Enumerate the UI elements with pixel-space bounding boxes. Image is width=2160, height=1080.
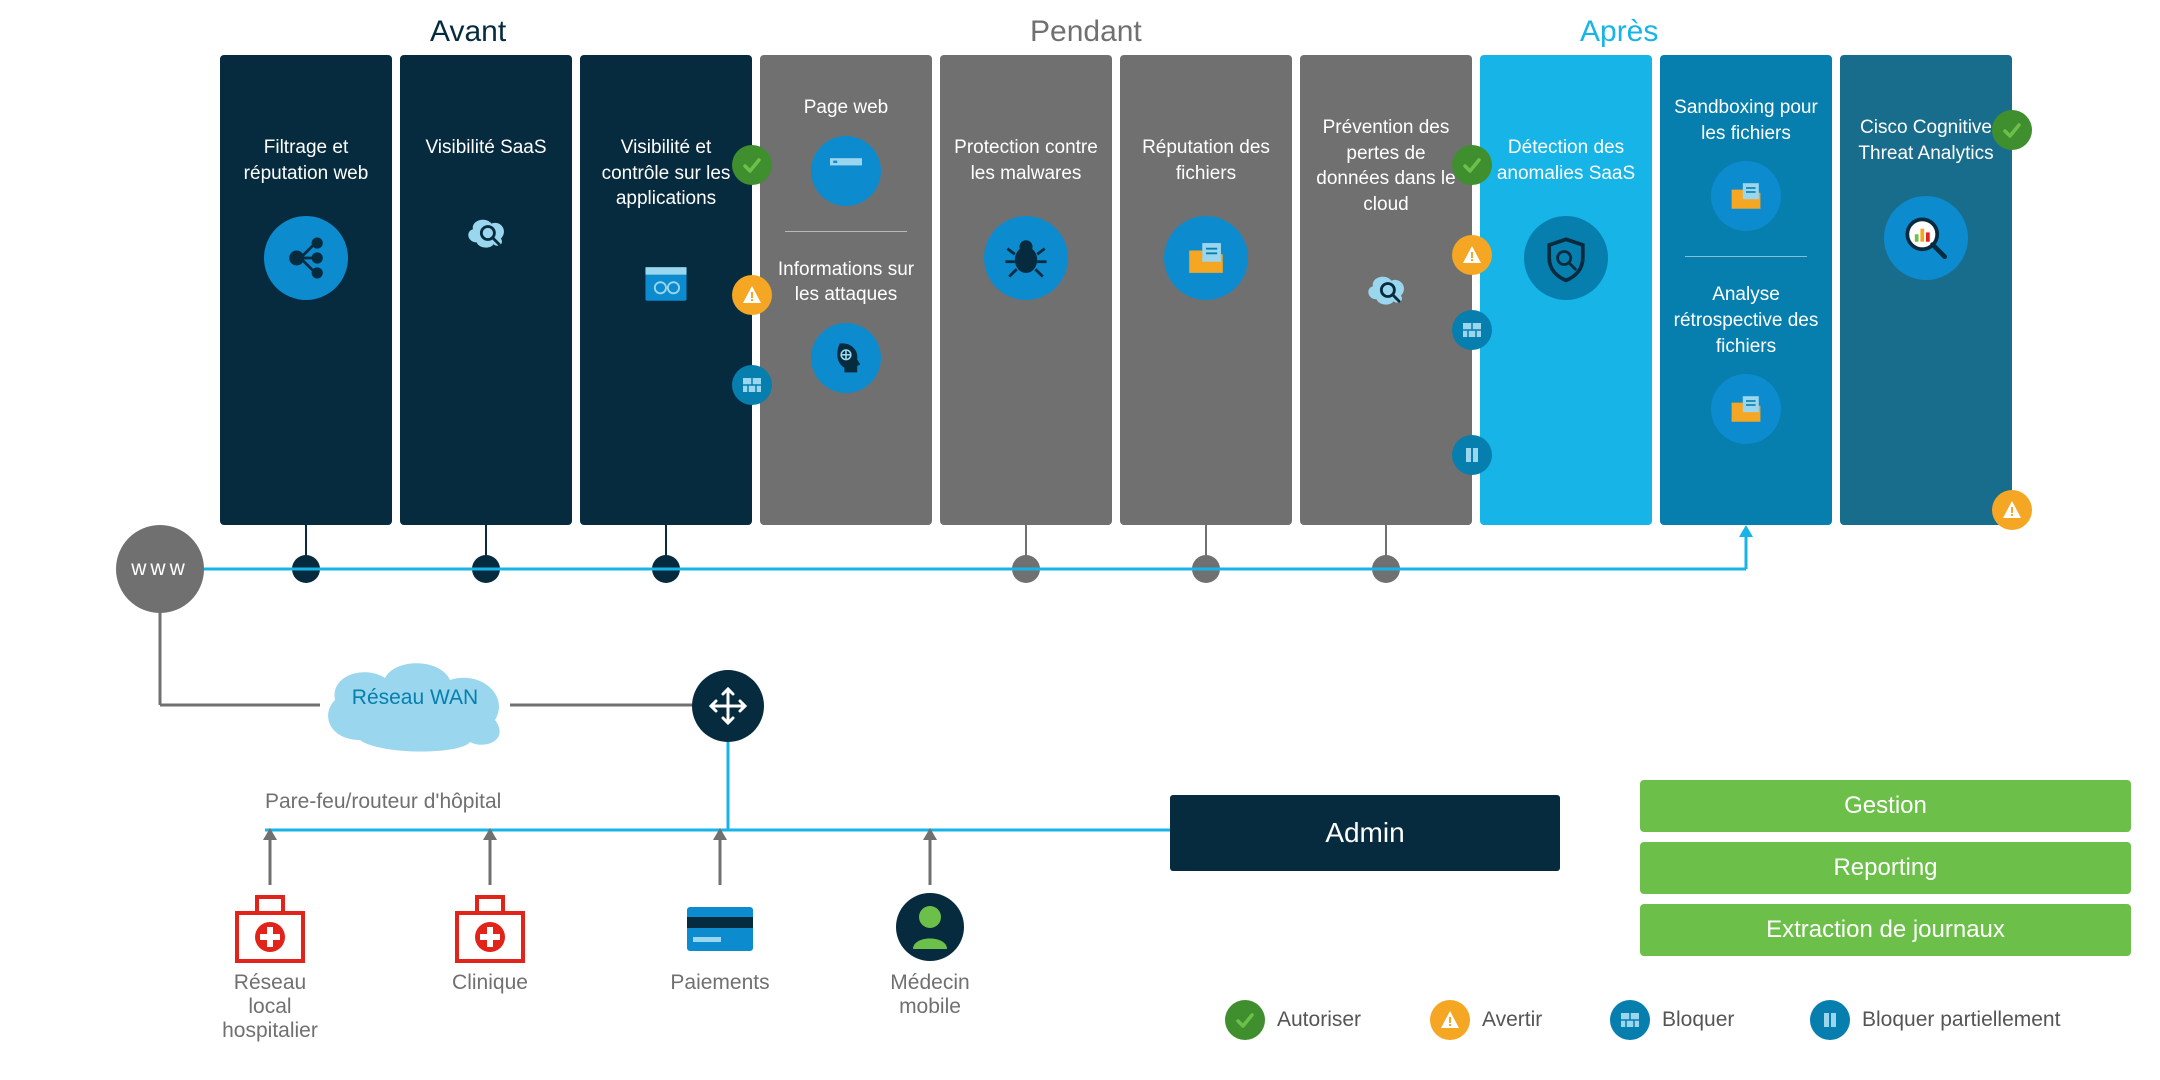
folder-doc-icon [1711, 161, 1781, 231]
magnify-chart-icon [1884, 196, 1968, 280]
legend-label: Bloquer [1662, 1008, 1734, 1032]
connector-dot [1012, 555, 1040, 583]
card-title: Prévention des pertes de données dans le… [1310, 115, 1462, 218]
mgmt-extraction: Extraction de journaux [1640, 904, 2131, 956]
card-title: Cisco Cognitive Threat Analytics [1850, 115, 2002, 166]
endpoint-label: Paiements [670, 971, 770, 995]
card-title: Visibilité et contrôle sur les applicati… [590, 135, 742, 212]
card-sandbox: Sandboxing pour les fichiers Analyse rétr… [1660, 55, 1832, 525]
card-title-top: Page web [770, 95, 922, 121]
admin-box: Admin [1170, 795, 1560, 871]
connector-line [1025, 405, 1027, 575]
wan-cloud: Réseau WAN [310, 650, 520, 760]
phase-apres-label: Après [1580, 15, 1658, 49]
check-badge [1452, 145, 1492, 185]
window-gears-icon [624, 242, 708, 326]
router-icon [692, 670, 764, 742]
nodes-icon [264, 216, 348, 300]
connector-line [1205, 405, 1207, 575]
medical-icon [220, 885, 320, 965]
card-title-top: Sandboxing pour les fichiers [1670, 95, 1822, 146]
endpoint-label: Réseau local hospitalier [220, 971, 320, 1043]
card-title-bot: Informations sur les attaques [770, 257, 922, 308]
mgmt-reporting: Reporting [1640, 842, 2131, 894]
warn-icon [1430, 1000, 1470, 1040]
check-badge [1992, 110, 2032, 150]
endpoint-label: Médecin mobile [880, 971, 980, 1019]
connector-dot [292, 555, 320, 583]
medical-icon [440, 885, 540, 965]
endpoint-lan: Réseau local hospitalier [220, 885, 320, 1043]
card-title: Protection contre les malwares [950, 135, 1102, 186]
connector-line [665, 405, 667, 575]
cloud-search-icon [1344, 248, 1428, 332]
endpoint-clinique: Clinique [440, 885, 540, 995]
card-title: Réputation des fichiers [1130, 135, 1282, 186]
person-icon [880, 885, 980, 965]
bug-icon [984, 216, 1068, 300]
firewall-label: Pare-feu/routeur d'hôpital [265, 790, 501, 814]
block-badge [732, 365, 772, 405]
connector-line [305, 405, 307, 575]
card-icon [670, 885, 770, 965]
www-node: www [116, 525, 204, 613]
browser-icon [811, 136, 881, 206]
legend-check: Autoriser [1225, 1000, 1361, 1040]
connector-dot [1192, 555, 1220, 583]
legend-label: Avertir [1482, 1008, 1542, 1032]
folder-doc-icon [1711, 374, 1781, 444]
card-title: Visibilité SaaS [410, 135, 562, 161]
legend-label: Autoriser [1277, 1008, 1361, 1032]
warn-badge [1992, 490, 2032, 530]
folder-doc-icon [1164, 216, 1248, 300]
check-badge [732, 145, 772, 185]
check-icon [1225, 1000, 1265, 1040]
card-title: Filtrage et réputation web [230, 135, 382, 186]
legend-warn: Avertir [1430, 1000, 1542, 1040]
connector-dot [472, 555, 500, 583]
legend-label: Bloquer partiellement [1862, 1008, 2060, 1032]
phase-pendant-label: Pendant [1030, 15, 1142, 49]
connector-line [1385, 405, 1387, 575]
legend-partial: Bloquer partiellement [1810, 1000, 2060, 1040]
card-title: Détection des anomalies SaaS [1490, 135, 1642, 186]
head-icon [811, 323, 881, 393]
block-badge [1452, 310, 1492, 350]
cloud-search-icon [444, 191, 528, 275]
warn-badge [732, 275, 772, 315]
partial-badge [1452, 435, 1492, 475]
endpoint-paiements: Paiements [670, 885, 770, 995]
warn-badge [1452, 235, 1492, 275]
phase-avant-label: Avant [430, 15, 506, 49]
mgmt-gestion: Gestion [1640, 780, 2131, 832]
card-title-bot: Analyse rétrospective des fichiers [1670, 282, 1822, 359]
legend-block: Bloquer [1610, 1000, 1734, 1040]
card-cognitive: Cisco Cognitive Threat Analytics [1840, 55, 2012, 525]
endpoint-label: Clinique [440, 971, 540, 995]
card-anomaly: Détection des anomalies SaaS [1480, 55, 1652, 525]
shield-search-icon [1524, 216, 1608, 300]
endpoint-medecin: Médecin mobile [880, 885, 980, 1019]
connector-dot [652, 555, 680, 583]
partial-icon [1810, 1000, 1850, 1040]
block-icon [1610, 1000, 1650, 1040]
connector-dot [1372, 555, 1400, 583]
card-webpage: Page web Informations sur les attaques [760, 55, 932, 525]
connector-line [485, 405, 487, 575]
